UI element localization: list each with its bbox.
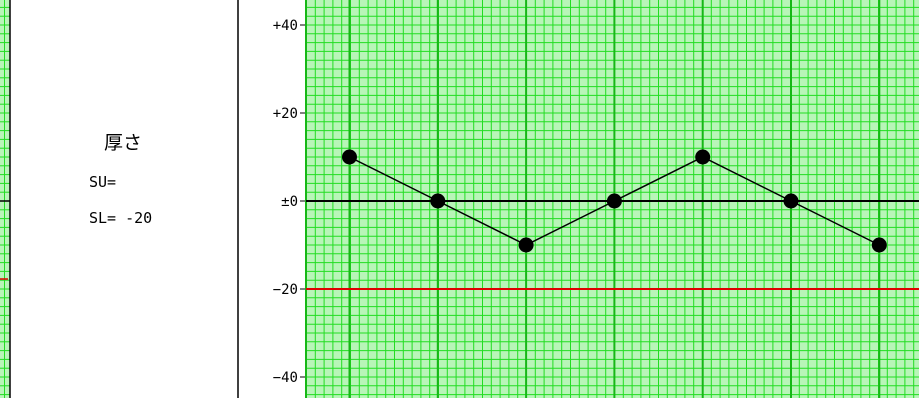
data-points (342, 149, 887, 253)
grid-minor (306, 0, 919, 398)
measurement-title: 厚さ (104, 132, 142, 154)
su-label: SU= (89, 173, 116, 191)
y-tick-label: ±0 (281, 194, 298, 210)
y-tick-label: −40 (273, 370, 298, 386)
data-point (606, 193, 622, 209)
left-grid-strip (0, 0, 10, 398)
sl-label: SL= -20 (89, 209, 152, 227)
data-point (518, 237, 534, 253)
y-tick-label: +40 (273, 18, 298, 34)
data-point (342, 149, 357, 165)
grid-major (305, 0, 881, 398)
y-tick-label: +20 (273, 106, 298, 122)
plot-area (305, 0, 919, 398)
data-point (430, 193, 446, 209)
y-tick-label: −20 (273, 282, 298, 298)
data-point (783, 193, 799, 209)
data-point (695, 149, 711, 165)
y-tick-labels: +40 +20 ±0 −20 −40 (273, 18, 306, 386)
data-point (871, 237, 887, 253)
